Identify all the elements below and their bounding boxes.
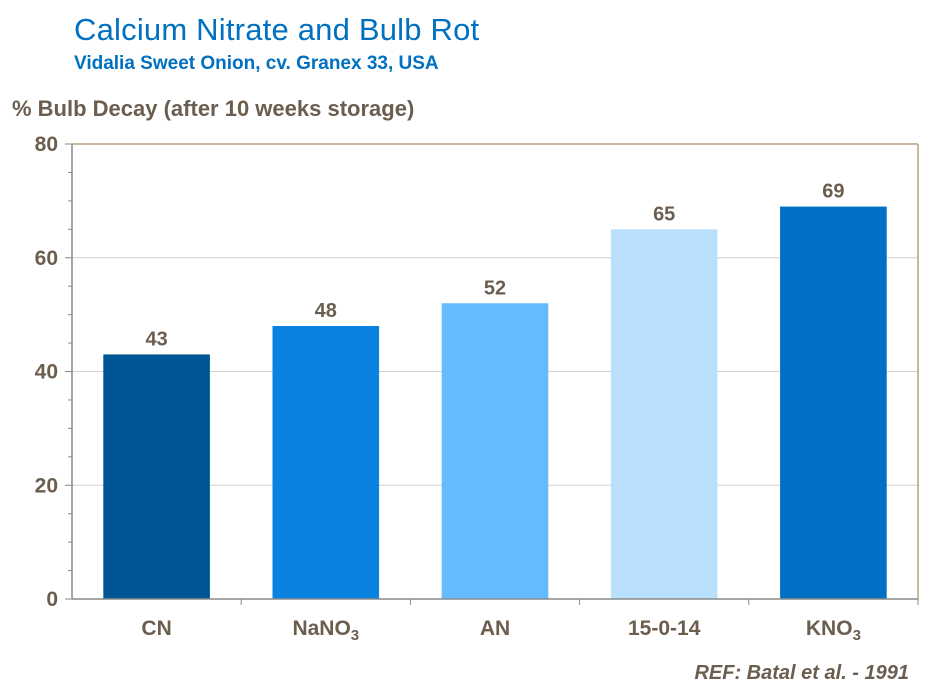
- bars: [103, 206, 887, 599]
- y-axis-label: % Bulb Decay (after 10 weeks storage): [12, 96, 415, 121]
- axes: [65, 143, 919, 605]
- data-label: 69: [822, 181, 844, 203]
- category-label: AN: [480, 617, 510, 640]
- y-tick-label: 60: [35, 247, 58, 270]
- y-tick-label: 20: [35, 474, 58, 497]
- bar: [610, 229, 718, 599]
- chart-title: Calcium Nitrate and Bulb Rot: [74, 12, 480, 47]
- data-label: 48: [315, 300, 337, 322]
- bar: [780, 206, 887, 599]
- bar: [441, 303, 549, 599]
- category-label: CN: [141, 617, 171, 640]
- y-tick-label: 40: [35, 361, 58, 384]
- labels: 43 CN 48 NaNO3 52 AN 65 15-0-14 69 KNO3 0 20 40 60 80: [35, 133, 861, 644]
- data-label: 43: [145, 328, 167, 350]
- reference-note: REF: Batal et al. - 1991: [694, 662, 909, 684]
- category-label: KNO3: [806, 617, 861, 644]
- chart-subtitle: Vidalia Sweet Onion, cv. Granex 33, USA: [74, 53, 439, 74]
- data-label: 52: [484, 277, 506, 299]
- bar: [103, 354, 210, 599]
- bar: [272, 326, 380, 599]
- y-tick-label: 0: [46, 588, 58, 611]
- y-tick-label: 80: [35, 133, 58, 156]
- category-label: NaNO3: [292, 617, 359, 644]
- data-label: 65: [653, 203, 675, 225]
- category-label: 15-0-14: [628, 617, 701, 640]
